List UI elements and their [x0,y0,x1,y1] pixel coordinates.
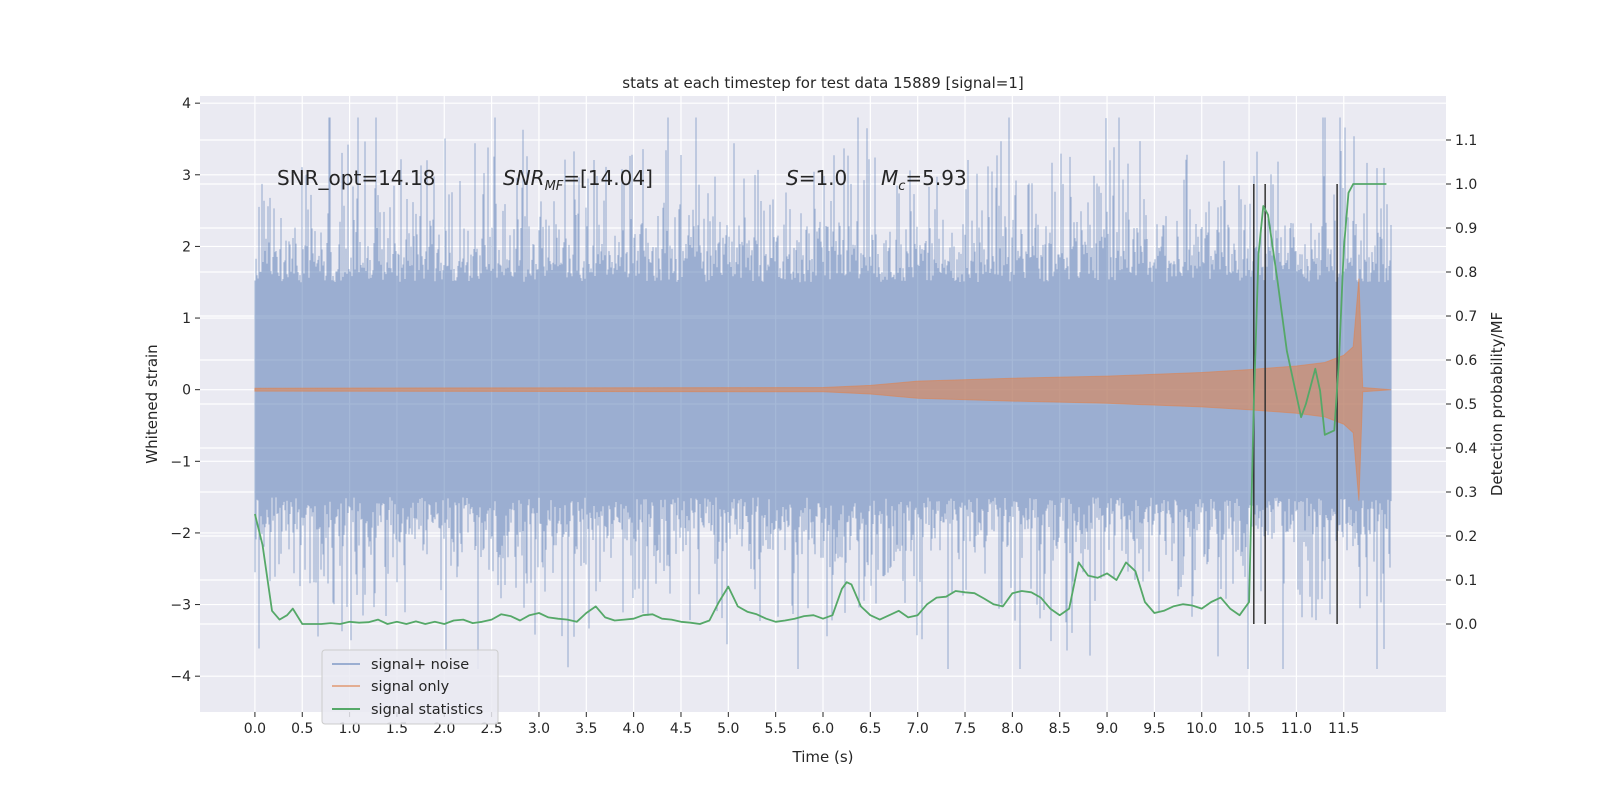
y-left-tick-label: −3 [170,598,191,614]
y-right-tick-label: 0.3 [1455,485,1477,501]
y-left-tick-label: −2 [170,526,191,542]
x-tick-label: 4.5 [670,721,692,737]
y-right-tick-label: 0.0 [1455,617,1477,633]
x-tick-label: 5.0 [717,721,739,737]
x-axis-ticks: 0.0 0.5 1.0 1.5 2.0 2.5 3.0 3.5 4.0 4.5 5.0 5.5 6.0 6… [244,712,1359,737]
x-tick-label: 9.5 [1143,721,1165,737]
annotation-mc: Mc=5.93 [881,166,967,194]
annotation-snr-mf: SNRMF=[14.04] [503,166,653,194]
x-tick-label: 10.5 [1233,721,1264,737]
signal-statistics-series [254,183,1387,625]
legend-box [321,649,499,725]
y-right-tick-label: 0.2 [1455,529,1477,545]
x-tick-label: 2.5 [480,721,502,737]
x-tick-label: 11.5 [1328,721,1359,737]
y-right-tick-label: 1.1 [1455,133,1477,149]
annotations: SNR_opt=14.18 SNRMF=[14.04] S=1.0 Mc=5.9… [277,166,967,194]
y-right-tick-label: 0.1 [1455,573,1477,589]
x-tick-label: 3.0 [528,721,550,737]
y-left-tick-label: 0 [182,383,191,399]
y-left-tick-label: 4 [182,96,191,112]
y-left-tick-label: −4 [170,669,191,685]
y-left-tick-label: −1 [170,454,191,470]
legend-label-statistics: signal statistics [371,702,483,718]
legend-label-noise: signal+ noise [371,657,469,673]
x-tick-label: 1.0 [338,721,360,737]
x-tick-label: 6.0 [812,721,834,737]
x-tick-label: 8.5 [1049,721,1071,737]
x-tick-label: 7.0 [907,721,929,737]
x-tick-label: 7.5 [954,721,976,737]
legend-label-signal: signal only [371,679,450,695]
x-tick-label: 5.5 [765,721,787,737]
x-tick-label: 8.0 [1001,721,1023,737]
y-right-tick-label: 0.6 [1455,353,1477,369]
x-tick-label: 2.0 [433,721,455,737]
x-tick-label: 11.0 [1281,721,1312,737]
signal-only-series [254,278,1392,501]
x-tick-label: 4.0 [623,721,645,737]
y-right-tick-label: 1.0 [1455,177,1477,193]
y-axis-right-label: Detection probability/MF [1488,312,1506,496]
x-tick-label: 1.5 [386,721,408,737]
annotation-snr-opt: SNR_opt=14.18 [277,166,435,190]
x-tick-label: 3.5 [575,721,597,737]
x-tick-label: 10.0 [1186,721,1217,737]
y-right-tick-label: 0.5 [1455,397,1477,413]
legend: signal+ noise signal only signal statist… [321,649,499,725]
y-left-tick-label: 1 [182,311,191,327]
y-axis-left-ticks: 4 3 2 1 0 −1 −2 −3 −4 [170,96,200,685]
y-left-tick-label: 3 [182,168,191,184]
x-tick-label: 9.0 [1096,721,1118,737]
y-left-tick-label: 2 [182,239,191,255]
x-tick-label: 0.0 [244,721,266,737]
statistics-line [254,183,1387,625]
y-right-tick-label: 0.8 [1455,265,1477,281]
y-right-tick-label: 0.4 [1455,441,1477,457]
annotation-s: S=1.0 [786,166,847,190]
signal-envelope [254,278,1392,501]
y-axis-right-ticks: 1.1 1.0 0.9 0.8 0.7 0.6 0.5 0.4 0.3 0.2 0.1 0.0 [1446,133,1477,633]
chart-title: stats at each timestep for test data 158… [622,74,1023,92]
x-tick-label: 6.5 [859,721,881,737]
y-right-tick-label: 0.9 [1455,221,1477,237]
y-axis-left-label: Whitened strain [143,344,161,463]
x-axis-label: Time (s) [792,748,854,766]
x-tick-label: 0.5 [291,721,313,737]
y-right-tick-label: 0.7 [1455,309,1477,325]
